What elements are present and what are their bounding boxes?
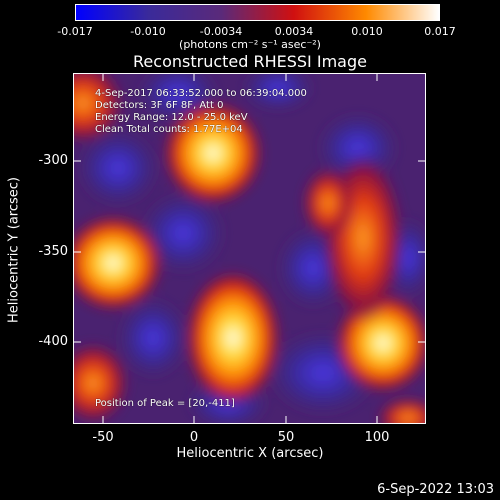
colorbar-tick: -0.010 xyxy=(130,25,166,38)
colorbar xyxy=(75,4,440,21)
y-axis-label: Heliocentric Y (arcsec) xyxy=(6,177,22,323)
colorbar-tick: 0.017 xyxy=(424,25,456,38)
rhessi-image xyxy=(73,73,426,424)
time-range-label: 4-Sep-2017 06:33:52.000 to 06:39:04.000 xyxy=(95,88,307,99)
x-axis-label: Heliocentric X (arcsec) xyxy=(176,446,324,461)
peak-position-label: Position of Peak = [20,-411] xyxy=(95,398,235,409)
image-title: Reconstructed RHESSI Image xyxy=(133,52,367,71)
x-tick-label: -50 xyxy=(92,430,114,445)
image-map xyxy=(73,73,426,424)
energy-range-label: Energy Range: 12.0 - 25.0 keV xyxy=(95,112,248,123)
clean-counts-label: Clean Total counts: 1.77E+04 xyxy=(95,124,243,135)
generated-timestamp: 6-Sep-2022 13:03 xyxy=(377,482,494,497)
colorbar-tick: 0.010 xyxy=(351,25,383,38)
x-tick-label: 100 xyxy=(364,430,390,445)
colorbar-tick: 0.0034 xyxy=(274,25,314,38)
y-tick-label: -400 xyxy=(38,334,68,349)
detectors-label: Detectors: 3F 6F 8F, Att 0 xyxy=(95,100,224,111)
x-tick-label: 50 xyxy=(277,430,295,445)
x-tick-label: 0 xyxy=(189,430,199,445)
colorbar-units: (photons cm⁻² s⁻¹ asec⁻²) xyxy=(179,38,321,51)
colorbar-tick: -0.017 xyxy=(57,25,93,38)
colorbar-tick: -0.0034 xyxy=(199,25,243,38)
y-tick-label: -300 xyxy=(38,153,68,168)
y-tick-label: -350 xyxy=(38,244,68,259)
